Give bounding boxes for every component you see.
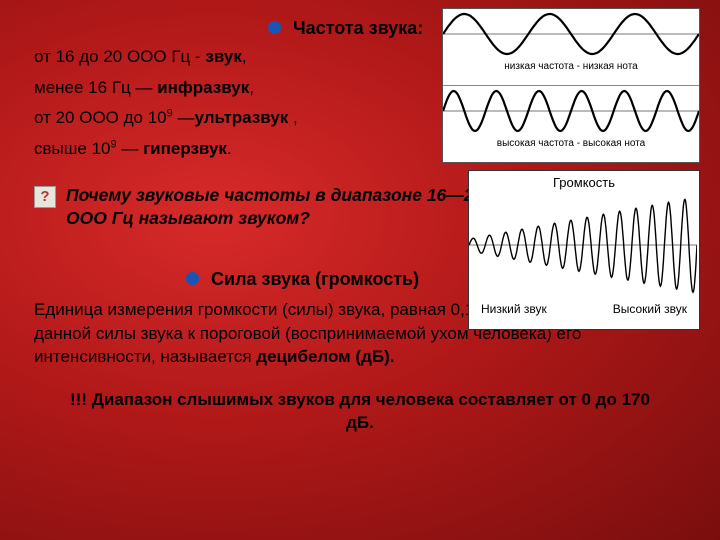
high-freq-panel: высокая частота - высокая нота: [443, 86, 699, 162]
low-freq-panel: низкая частота - низкая нота: [443, 9, 699, 86]
section1-title: Частота звука:: [293, 18, 423, 39]
loudness-diagram: Громкость Низкий звук Высокий звук: [468, 170, 700, 330]
text: ,: [242, 47, 247, 66]
question-icon: ?: [34, 186, 56, 208]
footer-note: !!! Диапазон слышимых звуков для человек…: [34, 389, 686, 435]
loudness-wave: [469, 190, 697, 300]
text: от 20 ООО до 10: [34, 108, 167, 127]
text: .: [227, 139, 232, 158]
text-bold: инфразвук: [157, 78, 249, 97]
loudness-label-right: Высокий звук: [613, 302, 687, 316]
text: свыше 10: [34, 139, 110, 158]
loudness-label-left: Низкий звук: [481, 302, 547, 316]
low-freq-wave: [443, 9, 699, 59]
text: —: [117, 139, 143, 158]
text: ,: [288, 108, 297, 127]
high-freq-wave: [443, 86, 699, 136]
text: от 16 до 20 ООО Гц -: [34, 47, 205, 66]
section2-title: Сила звука (громкость): [211, 269, 419, 290]
bullet-icon: [186, 272, 199, 285]
text: ,: [249, 78, 254, 97]
high-freq-caption: высокая частота - высокая нота: [443, 136, 699, 152]
text: менее 16 Гц —: [34, 78, 157, 97]
text-bold: ультразвук: [194, 108, 288, 127]
text: —: [173, 108, 195, 127]
text-bold: звук: [205, 47, 241, 66]
text-bold: децибелом (дБ).: [256, 347, 394, 366]
bullet-icon: [268, 21, 281, 34]
low-freq-caption: низкая частота - низкая нота: [443, 59, 699, 75]
text-bold: гиперзвук: [143, 139, 227, 158]
loudness-title: Громкость: [469, 171, 699, 190]
question-text: Почему звуковые частоты в диапазоне 16—2…: [66, 184, 496, 231]
loudness-labels: Низкий звук Высокий звук: [469, 300, 699, 320]
frequency-diagram: низкая частота - низкая нота высокая час…: [442, 8, 700, 163]
